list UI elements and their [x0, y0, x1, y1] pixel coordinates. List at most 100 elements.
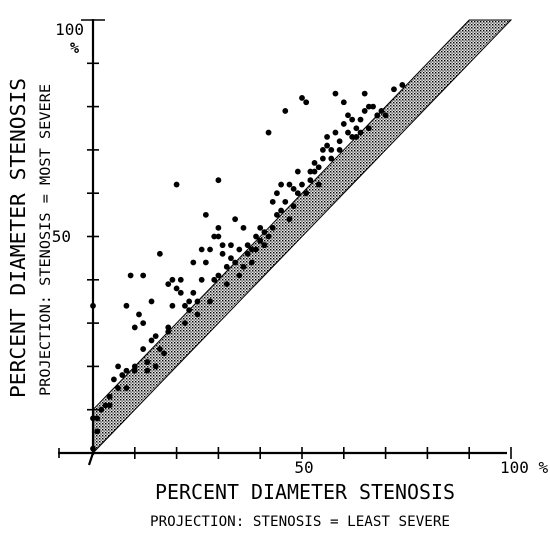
data-point — [198, 246, 205, 253]
data-point — [194, 298, 201, 305]
data-point — [340, 99, 347, 106]
data-point — [361, 90, 368, 97]
data-point — [211, 276, 218, 283]
data-point — [328, 147, 335, 153]
data-point — [307, 168, 314, 175]
data-point — [349, 116, 356, 123]
data-point — [307, 177, 314, 184]
data-point — [211, 233, 218, 240]
x-axis-subtitle: PROJECTION: STENOSIS = LEAST SEVERE — [150, 514, 450, 530]
data-point — [219, 242, 226, 249]
data-point — [148, 298, 155, 305]
data-point — [290, 203, 297, 210]
data-point — [194, 311, 201, 318]
data-point — [261, 229, 268, 236]
x-axis-title: PERCENT DIAMETER STENOSIS — [155, 480, 455, 504]
data-point — [169, 276, 176, 283]
data-point — [257, 237, 264, 244]
data-point — [156, 346, 163, 352]
data-point — [278, 181, 284, 188]
data-point — [311, 159, 318, 166]
data-point — [370, 103, 376, 110]
data-point — [140, 320, 147, 326]
data-point — [257, 224, 264, 231]
data-point — [102, 402, 109, 409]
data-point — [315, 164, 322, 171]
data-point — [361, 108, 368, 114]
data-point — [190, 289, 197, 296]
y-axis-title: PERCENT DIAMETER STENOSIS — [6, 78, 30, 398]
data-point — [98, 406, 105, 413]
data-point — [290, 185, 297, 192]
data-point — [115, 385, 121, 391]
data-point — [332, 90, 339, 97]
data-point — [261, 242, 268, 249]
data-point — [219, 250, 226, 257]
data-point — [315, 181, 322, 188]
data-point — [269, 198, 276, 205]
data-point — [345, 129, 351, 136]
data-point — [182, 320, 188, 326]
data-point — [215, 233, 222, 240]
data-point — [186, 307, 193, 314]
data-point — [152, 333, 159, 339]
data-point — [353, 134, 360, 140]
data-point — [127, 272, 134, 279]
y-axis-subtitle: PROJECTION: STENOSIS = MOST SEVERE — [38, 84, 54, 396]
x-tick-label-100: 100 % — [500, 458, 549, 477]
data-point — [144, 359, 151, 365]
data-point — [286, 181, 293, 188]
data-point — [123, 367, 130, 374]
data-point — [173, 285, 180, 292]
data-point — [365, 125, 372, 132]
data-point — [332, 129, 339, 136]
data-point — [140, 346, 147, 352]
axis-ticks — [58, 19, 512, 459]
data-point — [349, 134, 356, 140]
identity-band — [92, 19, 513, 455]
data-point — [202, 259, 209, 266]
data-point — [253, 233, 259, 240]
data-point — [215, 224, 222, 231]
data-point — [353, 125, 360, 132]
data-point — [198, 276, 205, 283]
data-point — [240, 224, 247, 231]
data-point — [123, 302, 130, 309]
data-point — [294, 190, 301, 197]
data-point — [161, 350, 167, 357]
data-point — [169, 302, 176, 309]
data-point — [248, 246, 255, 253]
y-tick-label-percent: % — [70, 39, 79, 57]
data-point — [190, 259, 197, 266]
data-point — [140, 272, 147, 279]
data-point — [156, 250, 163, 257]
data-point — [282, 108, 289, 114]
data-point — [90, 415, 96, 422]
data-point — [148, 337, 155, 344]
data-point — [320, 147, 326, 153]
data-point — [382, 112, 389, 119]
data-point — [311, 168, 318, 175]
data-point — [223, 263, 230, 270]
data-point — [111, 376, 117, 383]
data-point — [320, 155, 326, 162]
data-point — [90, 445, 96, 452]
data-point — [236, 246, 243, 253]
data-point — [248, 259, 255, 266]
x-tick-label-50: 50 — [294, 458, 313, 477]
data-point — [207, 298, 213, 305]
data-point — [94, 415, 101, 422]
data-point — [253, 246, 259, 253]
data-point — [115, 363, 121, 370]
data-point — [324, 134, 330, 140]
data-point — [324, 142, 330, 149]
origin-tail — [87, 452, 95, 466]
data-point — [165, 328, 172, 335]
data-point — [165, 281, 172, 288]
data-point — [286, 216, 293, 223]
data-point — [186, 298, 193, 305]
data-points — [90, 82, 406, 452]
data-point — [215, 177, 222, 184]
data-point — [282, 198, 289, 205]
